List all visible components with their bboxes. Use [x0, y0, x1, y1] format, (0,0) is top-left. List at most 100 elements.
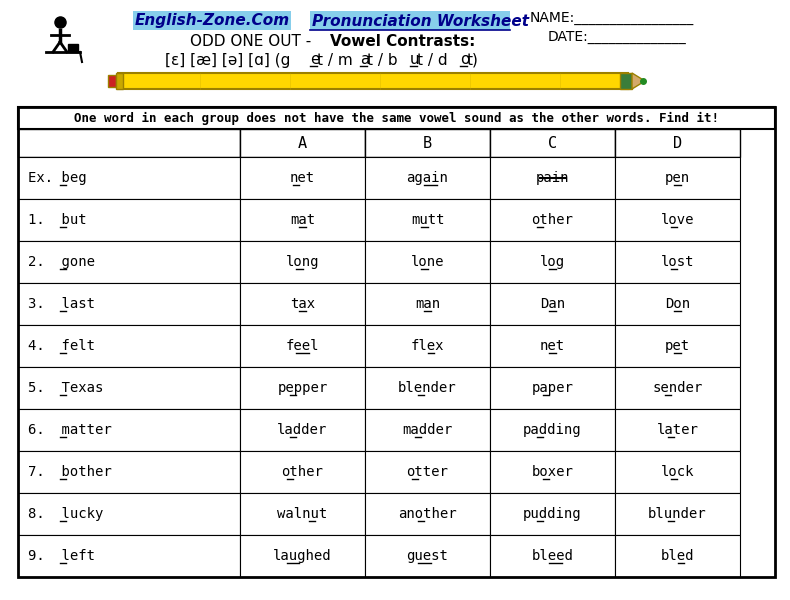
Text: A: A	[298, 136, 307, 151]
Text: boxer: boxer	[532, 465, 574, 479]
Text: other: other	[532, 213, 574, 227]
Bar	[615, 409, 740, 451]
Bar	[615, 199, 740, 241]
Text: later: later	[656, 423, 698, 437]
Text: lost: lost	[660, 255, 694, 269]
Bar	[240, 283, 365, 325]
Text: paper: paper	[532, 381, 574, 395]
Text: pudding: pudding	[523, 507, 581, 521]
Text: 3.  last: 3. last	[28, 297, 95, 311]
Text: man: man	[415, 297, 440, 311]
Bar	[240, 367, 365, 409]
Text: padding: padding	[523, 423, 581, 437]
Bar	[615, 157, 740, 199]
Bar	[490, 283, 615, 325]
Bar	[18, 535, 240, 577]
Bar	[365, 199, 490, 241]
Text: laughed: laughed	[273, 549, 332, 563]
Text: Pronunciation Worksheet: Pronunciation Worksheet	[312, 13, 529, 28]
Bar	[490, 493, 615, 535]
Text: madder: madder	[402, 423, 453, 437]
Bar	[365, 241, 490, 283]
Bar	[240, 493, 365, 535]
Bar	[18, 451, 240, 493]
Bar	[240, 409, 365, 451]
Bar	[18, 129, 240, 157]
Bar	[615, 451, 740, 493]
Bar	[18, 107, 775, 577]
Bar	[365, 451, 490, 493]
Bar	[615, 283, 740, 325]
Text: guest: guest	[407, 549, 449, 563]
Text: net: net	[290, 171, 315, 185]
Bar	[365, 283, 490, 325]
Text: a: a	[360, 52, 370, 67]
Bar	[365, 367, 490, 409]
Text: u: u	[410, 52, 419, 67]
Text: Ex. beg: Ex. beg	[28, 171, 87, 185]
Bar	[615, 535, 740, 577]
Text: other: other	[281, 465, 323, 479]
Text: Don: Don	[665, 297, 690, 311]
Text: again: again	[407, 171, 449, 185]
Text: e: e	[310, 52, 319, 67]
Text: Vowel Contrasts:: Vowel Contrasts:	[330, 34, 476, 49]
Bar	[18, 493, 240, 535]
Bar	[490, 451, 615, 493]
Bar	[18, 367, 240, 409]
Text: long: long	[286, 255, 319, 269]
Text: otter: otter	[407, 465, 449, 479]
Text: 5.  Texas: 5. Texas	[28, 381, 103, 395]
Bar	[490, 241, 615, 283]
Bar	[490, 325, 615, 367]
Text: love: love	[660, 213, 694, 227]
Text: t / d: t / d	[417, 52, 448, 67]
Text: One word in each group does not have the same vowel sound as the other words. Fi: One word in each group does not have the…	[74, 112, 719, 125]
Bar	[133, 11, 291, 30]
Bar	[490, 409, 615, 451]
Bar	[240, 451, 365, 493]
Bar	[18, 283, 240, 325]
Text: feel: feel	[286, 339, 319, 353]
Text: t / m: t / m	[317, 52, 353, 67]
Text: DATE:______________: DATE:______________	[548, 30, 687, 44]
Text: lone: lone	[411, 255, 444, 269]
Text: tax: tax	[290, 297, 315, 311]
Text: blender: blender	[398, 381, 457, 395]
Text: B: B	[423, 136, 432, 151]
Text: pet: pet	[665, 339, 690, 353]
Bar	[490, 199, 615, 241]
Bar	[118, 73, 628, 89]
Bar	[615, 129, 740, 157]
Text: 4.  felt: 4. felt	[28, 339, 95, 353]
Bar	[240, 157, 365, 199]
Text: 8.  lucky: 8. lucky	[28, 507, 103, 521]
Text: 1.  but: 1. but	[28, 213, 87, 227]
Bar	[310, 11, 510, 30]
Text: C: C	[548, 136, 557, 151]
Text: NAME:_________________: NAME:_________________	[530, 11, 694, 25]
Bar	[116, 73, 123, 89]
Text: bled: bled	[660, 549, 694, 563]
Bar	[365, 409, 490, 451]
Text: ladder: ladder	[277, 423, 328, 437]
Text: 6.  matter: 6. matter	[28, 423, 111, 437]
Text: t / b: t / b	[367, 52, 397, 67]
Bar	[240, 241, 365, 283]
Text: 7.  bother: 7. bother	[28, 465, 111, 479]
Bar	[490, 367, 615, 409]
Bar	[108, 75, 116, 87]
Bar	[18, 409, 240, 451]
Text: bleed: bleed	[532, 549, 574, 563]
Text: D: D	[673, 136, 682, 151]
Text: blunder: blunder	[648, 507, 707, 521]
Bar	[68, 44, 78, 52]
Text: mat: mat	[290, 213, 315, 227]
Bar	[490, 157, 615, 199]
Bar	[365, 157, 490, 199]
Text: net: net	[540, 339, 565, 353]
Text: lock: lock	[660, 465, 694, 479]
Bar	[365, 493, 490, 535]
Bar	[620, 73, 632, 89]
Bar	[240, 325, 365, 367]
